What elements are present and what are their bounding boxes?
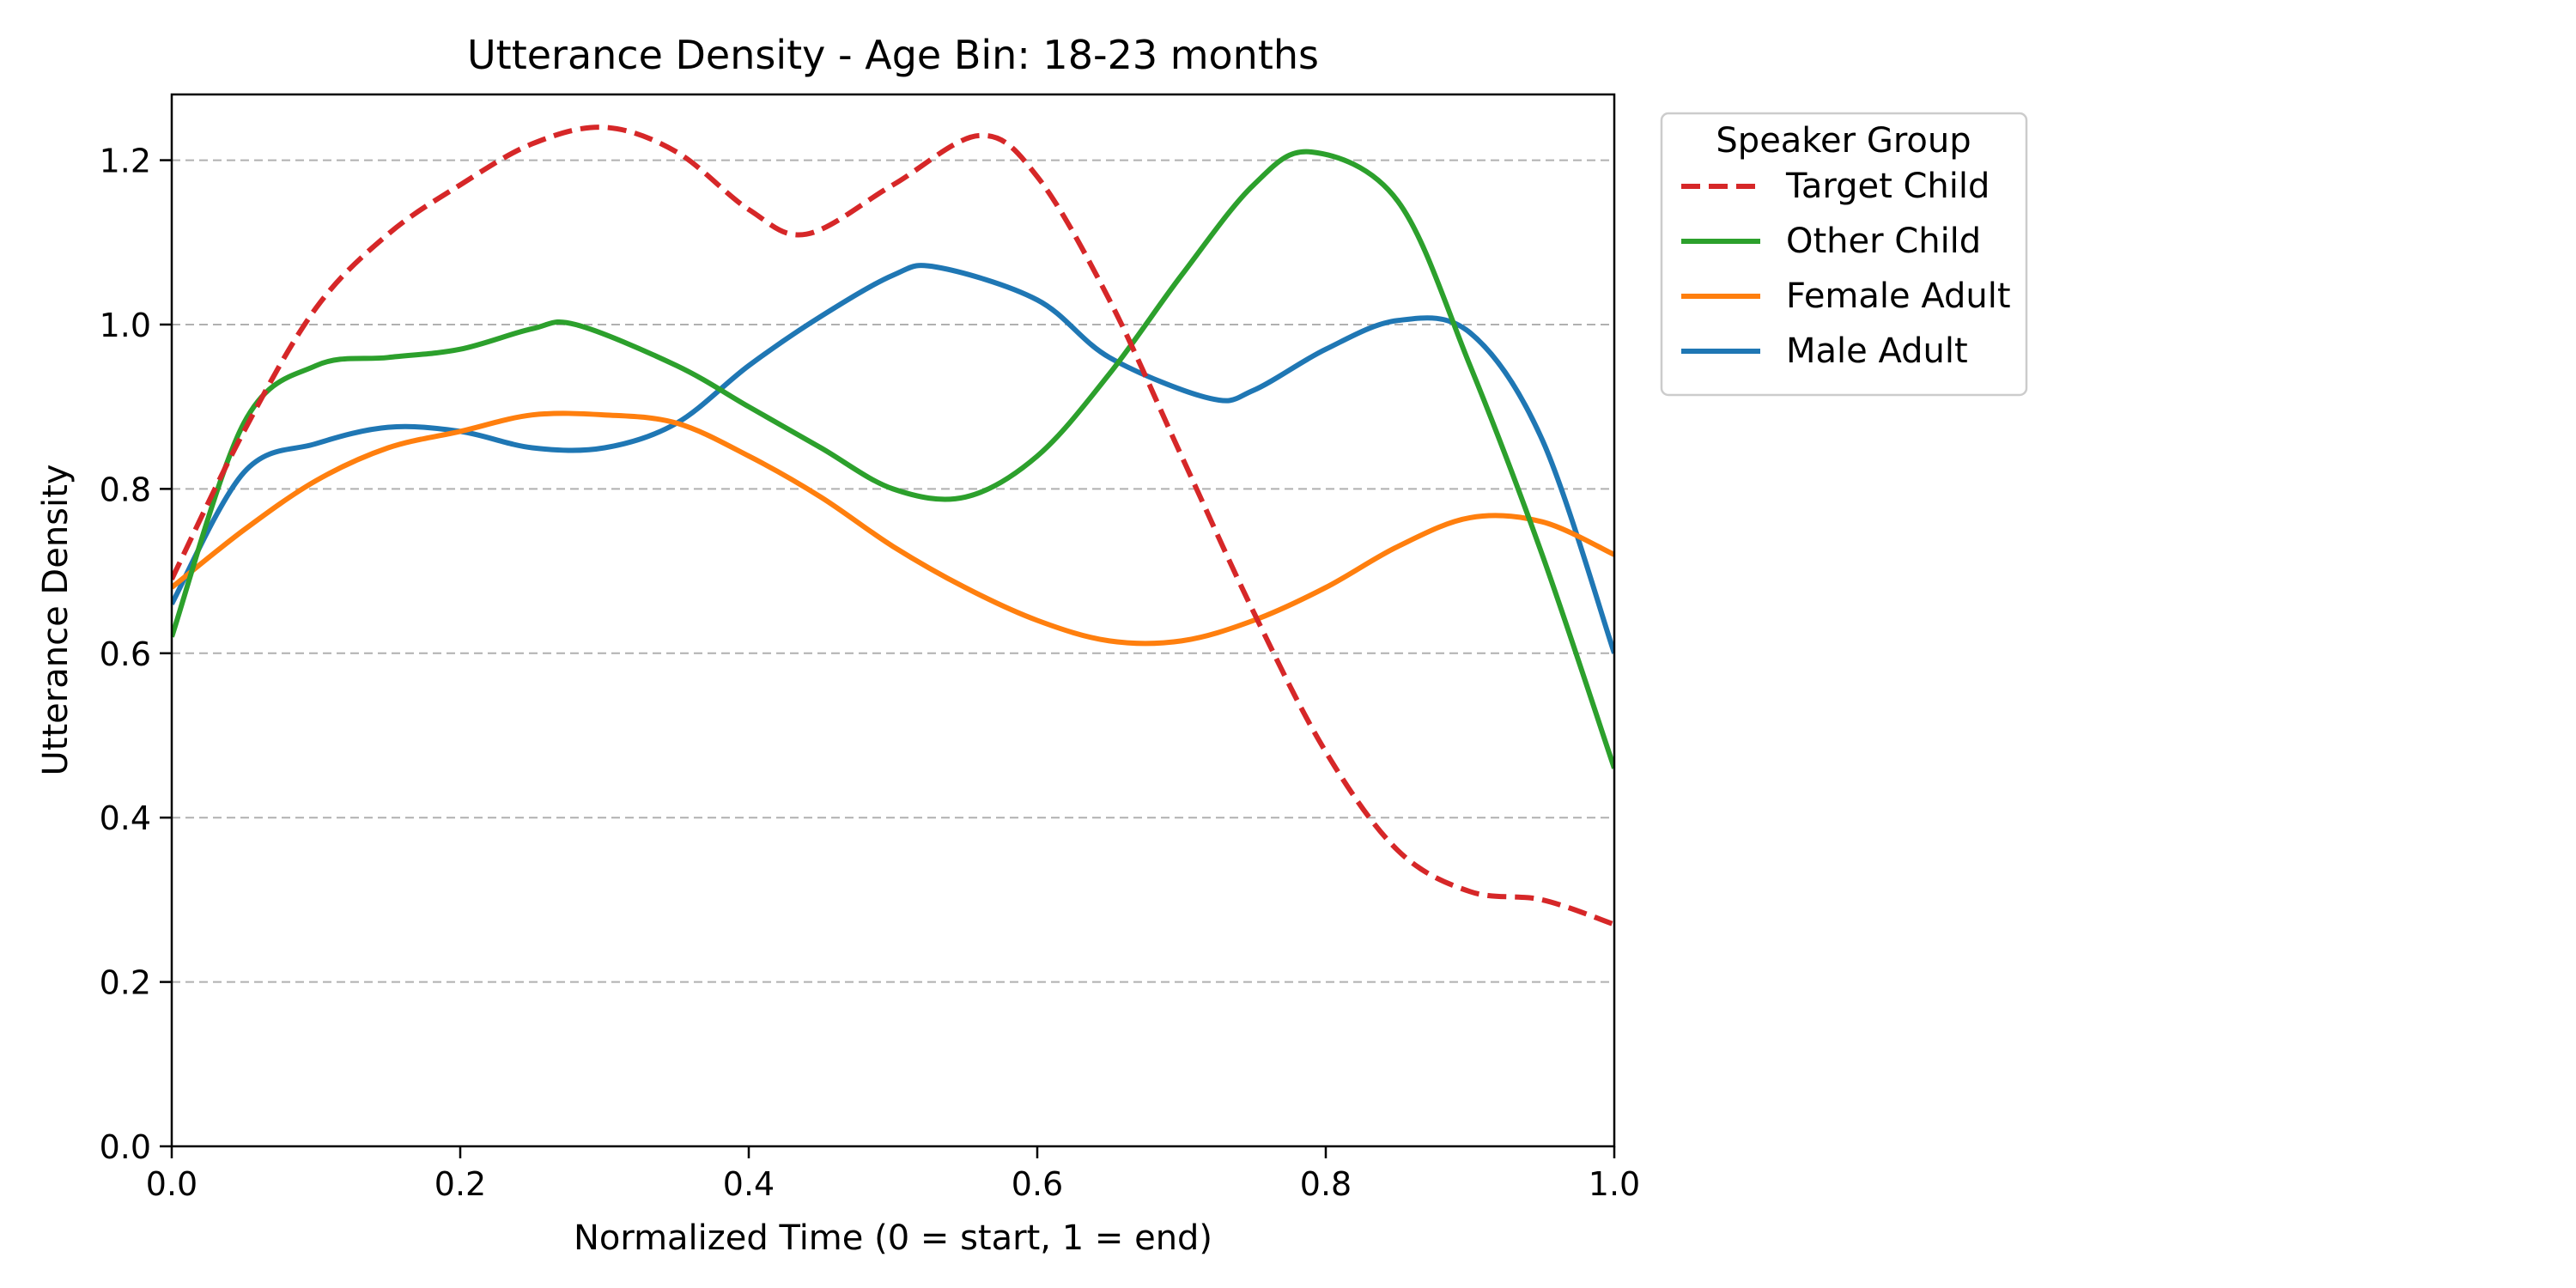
legend-label: Target Child [1785,167,1990,206]
x-tick-label: 0.2 [434,1165,486,1203]
y-tick-label: 1.0 [100,307,151,344]
legend-item-female-adult: Female Adult [1681,276,2011,316]
x-tick-label: 0.6 [1012,1165,1063,1203]
axis-ticks: 0.0 0.2 0.4 0.6 0.8 1.0 1.2 0.0 0.2 0.4 0.6 0.8 1.0 [100,143,1641,1203]
series-line-male-adult [172,263,1614,654]
x-tick-label: 1.0 [1589,1165,1640,1203]
y-tick-label: 0.4 [100,799,151,837]
y-tick-label: 0.8 [100,471,151,508]
y-tick-label: 0.0 [100,1128,151,1166]
gridlines [172,159,1614,983]
chart-title: Utterance Density - Age Bin: 18-23 month… [467,32,1319,78]
legend-item-male-adult: Male Adult [1681,331,1968,371]
series-lines [172,125,1614,927]
legend-title: Speaker Group [1716,121,1971,161]
legend-label: Female Adult [1786,276,2011,316]
legend: Speaker Group Target Child Other Child Fem… [1660,112,2028,397]
y-axis-label: Utterance Density [36,465,76,776]
legend-label: Male Adult [1786,331,1968,371]
legend-item-other-child: Other Child [1681,222,1981,261]
x-tick-label: 0.4 [723,1165,775,1203]
legend-label: Other Child [1786,222,1981,261]
y-tick-label: 0.2 [100,964,151,1002]
y-tick-label: 0.6 [100,635,151,673]
x-tick-label: 0.0 [146,1165,197,1203]
series-line-female-adult [172,410,1614,647]
x-axis-label: Normalized Time (0 = start, 1 = end) [574,1218,1212,1258]
series-line-other-child [172,149,1614,769]
y-tick-label: 1.2 [100,143,151,180]
legend-item-target-child: Target Child [1681,167,1990,206]
x-tick-label: 0.8 [1300,1165,1352,1203]
plot-frame [170,93,1616,1148]
series-line-target-child [172,125,1614,927]
